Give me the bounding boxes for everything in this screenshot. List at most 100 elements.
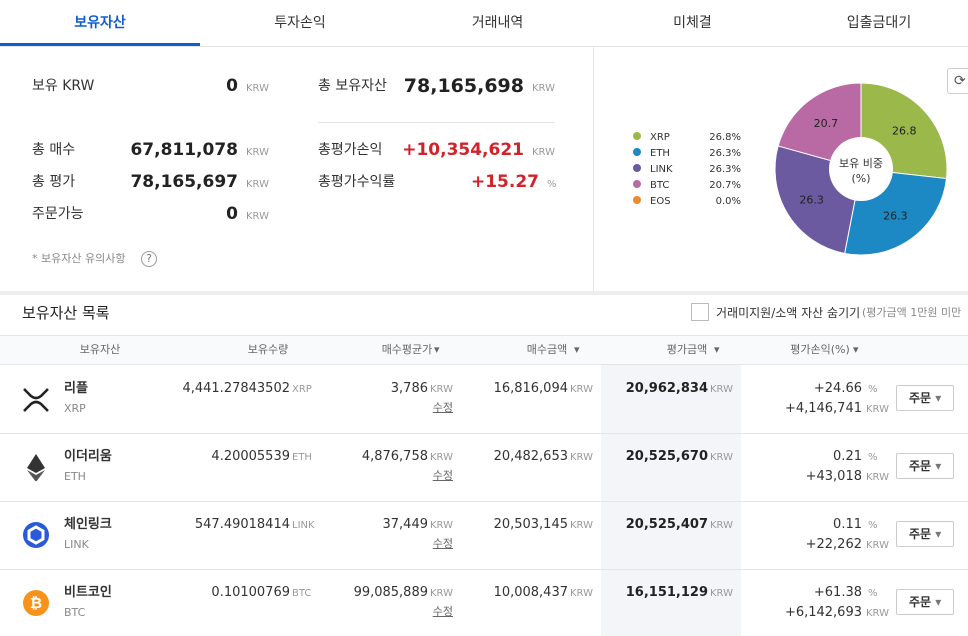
coin-symbol: BTC [64, 606, 86, 619]
order-label: 주문 [909, 391, 932, 405]
row-divider [0, 569, 968, 570]
column-header: 평가금액 [666, 343, 708, 356]
summary-label: 보유 KRW [32, 78, 95, 94]
pl-unit: KRW [866, 540, 889, 551]
holding-qty: 547.49018414 [194, 517, 290, 532]
dropdown-arrow: ▾ [931, 459, 942, 473]
sort-arrow[interactable]: ▾ [714, 343, 720, 356]
coin-icon: ₿ [22, 589, 50, 617]
avg-price: 99,085,889 [353, 585, 428, 600]
eval-unit: KRW [710, 520, 733, 531]
legend-label: EOS [650, 196, 671, 207]
qty-unit: BTC [292, 588, 312, 599]
slice-label: 26.3 [799, 194, 824, 207]
legend-value: 26.8% [709, 132, 741, 143]
qty-unit: LINK [292, 520, 315, 531]
order-label: 주문 [909, 527, 932, 541]
buy-unit: KRW [570, 588, 593, 599]
price-unit: KRW [430, 384, 453, 395]
avg-price: 3,786 [390, 381, 428, 396]
hide-checkbox[interactable] [691, 303, 709, 321]
coin-symbol: XRP [64, 402, 86, 415]
pie-slice [777, 82, 862, 170]
order-button[interactable]: 주문 ▾ [896, 589, 954, 615]
help-icon[interactable]: ? [141, 251, 157, 267]
dropdown-arrow: ▾ [931, 527, 942, 541]
pie-slice [844, 168, 948, 256]
legend-marker [633, 164, 641, 172]
tab[interactable]: 입출금대기 [846, 15, 912, 31]
summary-unit: % [547, 179, 557, 190]
holding-qty: 0.10100769 [211, 585, 290, 600]
eval-amount: 20,962,834 [625, 381, 708, 396]
legend-label: XRP [650, 132, 670, 143]
summary-label: 총 평가 [32, 174, 76, 190]
tab[interactable]: 미체결 [673, 15, 712, 31]
price-unit: KRW [430, 452, 453, 463]
coin-symbol: ETH [64, 470, 86, 483]
summary-label: 주문가능 [32, 206, 84, 222]
pie-subtitle: (%) [851, 172, 870, 185]
coin-name: 리플 [64, 381, 88, 396]
coin-symbol: LINK [64, 538, 89, 551]
legend-marker [633, 180, 641, 188]
sort-arrow[interactable]: ▾ [574, 343, 580, 356]
slice-label: 26.8 [892, 124, 917, 137]
summary-value: 0 [226, 204, 238, 224]
rate-unit: % [868, 588, 878, 599]
summary-value: +10,354,621 [402, 140, 524, 160]
column-header: 평가손익(%) [790, 343, 850, 356]
coin-icon [22, 385, 50, 413]
column-header: 매수금액 [526, 343, 568, 356]
eval-amount: 20,525,407 [625, 517, 708, 532]
edit-link[interactable]: 수정 [432, 401, 453, 414]
tab-divider [0, 46, 968, 47]
row-divider [0, 501, 968, 502]
order-button[interactable]: 주문 ▾ [896, 521, 954, 547]
holding-qty: 4.20005539 [211, 449, 290, 464]
coin-icon-svg [27, 454, 45, 482]
dropdown-arrow: ▾ [931, 391, 942, 405]
dropdown-arrow: ▾ [931, 595, 942, 609]
summary-unit: KRW [246, 179, 269, 190]
refresh-button[interactable]: ⟳ [947, 68, 968, 94]
sort-arrow[interactable]: ▾ [434, 343, 440, 356]
pie-center [829, 137, 893, 201]
section-title: 보유자산 목록 [22, 304, 110, 322]
order-label: 주문 [909, 459, 932, 473]
eval-unit: KRW [710, 588, 733, 599]
legend-label: BTC [650, 180, 669, 191]
avg-price: 37,449 [382, 517, 429, 532]
tab[interactable]: 투자손익 [274, 15, 326, 31]
summary-label: 총 보유자산 [318, 78, 387, 94]
avg-price: 4,876,758 [361, 449, 428, 464]
order-button[interactable]: 주문 ▾ [896, 453, 954, 479]
qty-unit: XRP [292, 384, 312, 395]
summary-divider [318, 122, 555, 123]
buy-amount: 20,482,653 [493, 449, 568, 464]
coin-name: 이더리움 [64, 449, 112, 464]
coin-name: 체인링크 [64, 517, 112, 532]
order-button[interactable]: 주문 ▾ [896, 385, 954, 411]
legend-value: 26.3% [709, 148, 741, 159]
edit-link[interactable]: 수정 [432, 605, 453, 618]
sort-arrow[interactable]: ▾ [853, 343, 859, 356]
legend-label: LINK [650, 164, 673, 175]
tab[interactable]: 거래내역 [471, 15, 524, 31]
edit-link[interactable]: 수정 [432, 537, 453, 550]
edit-link[interactable]: 수정 [432, 469, 453, 482]
summary-value: 0 [226, 76, 238, 96]
rate-unit: % [868, 452, 878, 463]
pl-amount: +22,262 [805, 537, 862, 552]
column-header: 보유자산 [79, 343, 121, 356]
order-label: 주문 [909, 595, 932, 609]
tab[interactable]: 보유자산 [0, 0, 200, 46]
pl-unit: KRW [866, 404, 889, 415]
summary-label: 총평가수익률 [318, 174, 396, 190]
eval-column-bg [601, 365, 741, 636]
pl-rate: 0.21 [833, 449, 862, 464]
pie-slice [860, 82, 948, 180]
pie-slice [774, 145, 862, 255]
legend-value: 0.0% [716, 196, 741, 207]
